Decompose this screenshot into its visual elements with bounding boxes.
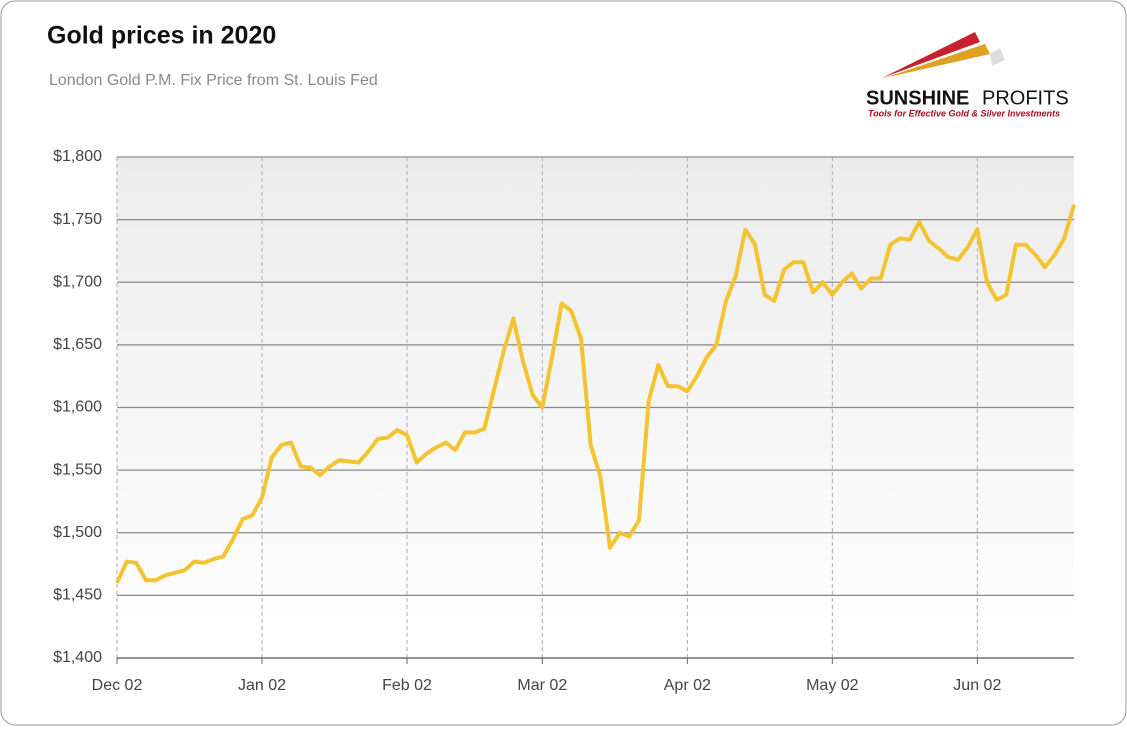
logo-name: PROFITS	[982, 87, 1069, 109]
y-tick-label: $1,600	[53, 399, 102, 416]
logo-ray	[882, 32, 980, 78]
y-tick-label: $1,550	[53, 461, 102, 478]
y-tick-label: $1,500	[53, 524, 102, 541]
x-tick-label: Jan 02	[238, 677, 286, 694]
line	[115, 204, 1076, 584]
x-tick-label: Mar 02	[517, 677, 567, 694]
logo-ray	[884, 44, 990, 78]
logo-name-bold: SUNSHINE	[866, 87, 969, 109]
y-tick-label: $1,450	[53, 587, 102, 604]
x-tick-label: May 02	[806, 677, 859, 694]
y-tick-label: $1,650	[53, 336, 102, 353]
logo-ray	[990, 48, 1005, 66]
logo: SUNSHINE PROFITS Tools for Effective Gol…	[866, 32, 1069, 118]
x-tick-label: Apr 02	[664, 677, 711, 694]
x-tick-label: Dec 02	[92, 677, 143, 694]
y-tick-label: $1,800	[53, 148, 102, 165]
y-tick-label: $1,400	[53, 649, 102, 666]
chart-subtitle: London Gold P.M. Fix Price from St. Loui…	[49, 72, 378, 89]
y-tick-label: $1,700	[53, 273, 102, 290]
x-tick-label: Feb 02	[382, 677, 432, 694]
chart-title: Gold prices in 2020	[47, 22, 276, 50]
logo-tagline: Tools for Effective Gold & Silver Invest…	[868, 108, 1060, 118]
x-tick-label: Jun 02	[953, 677, 1001, 694]
y-tick-label: $1,750	[53, 211, 102, 228]
